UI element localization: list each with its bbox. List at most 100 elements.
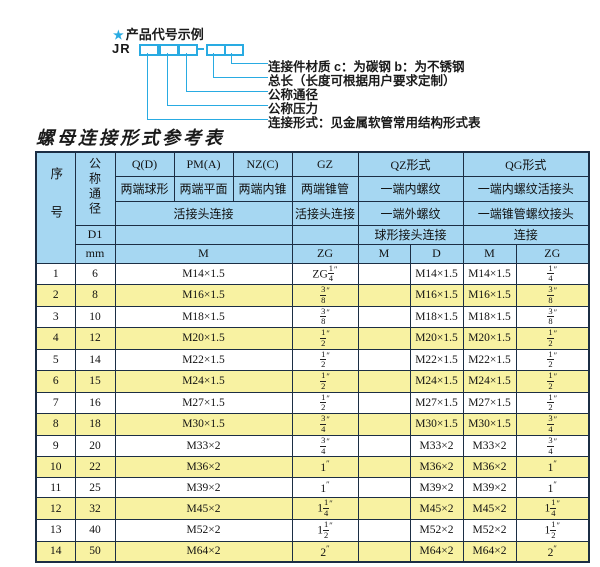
table-row: 12 32 M45×2 1 1 4 ″ M45×2 M45×2 1 1 4 ″: [35, 497, 590, 520]
header-gz-desc: 两端锥管: [291, 175, 359, 202]
cell-qz-d: M18×1.5: [409, 305, 464, 329]
cell-gz-zg: 3 4 ″: [291, 434, 359, 458]
inch-mark: ″: [553, 392, 558, 403]
cell-qg-zg: 3 4 ″: [515, 434, 590, 458]
inch-mark: ″: [326, 349, 330, 360]
cell-qz-d: M16×1.5: [409, 284, 464, 307]
cell-qz-d: M24×1.5: [409, 370, 464, 393]
thread-size-prefix: 1: [547, 483, 554, 496]
cell-dn-mm: 18: [74, 413, 116, 436]
thread-size-prefix: 1: [317, 502, 323, 515]
inch-mark: ″: [326, 479, 330, 490]
cell-qz-m: [357, 519, 411, 542]
cell-seq: 10: [35, 456, 76, 478]
cell-qz-m: [357, 476, 411, 499]
product-code-example-label: 产品代号示例: [125, 27, 204, 42]
cell-seq: 13: [35, 519, 76, 542]
cell-gz-zg: 3 4 ″: [291, 413, 359, 436]
cell-qg-m: M36×2: [462, 456, 517, 478]
inch-mark: ″: [553, 542, 557, 553]
header-qg-desc1: 一端内螺纹活接头: [462, 175, 590, 202]
cell-qz-m: [357, 262, 411, 286]
header-m-main: M: [114, 243, 293, 264]
cell-qz-m: [357, 540, 411, 563]
header-d1-blank-left: [114, 224, 293, 245]
table-row: 9 20 M33×2 3 4 ″ M33×2 M33×2 3 4 ″: [35, 434, 590, 458]
header-col-gz: GZ: [291, 151, 359, 177]
connector-line-pressure: [167, 53, 268, 106]
cell-dn-mm: 25: [74, 476, 116, 499]
cell-dn-mm: 16: [74, 391, 116, 415]
cell-qg-zg: 1 4 ″: [515, 262, 590, 286]
cell-qz-m: [357, 370, 411, 393]
cell-qg-zg: 1 1 2 ″: [515, 519, 590, 542]
cell-gz-zg: 1 1 2 ″: [291, 519, 359, 542]
nut-connection-table: 序号 公称通径 Q(D) PM(A) NZ(C) GZ QZ形式 QG形式 两端…: [35, 151, 590, 564]
header-qz-desc2: 一端外螺纹: [357, 200, 464, 226]
inch-mark: ″: [326, 371, 330, 382]
code-dash: [197, 48, 204, 50]
cell-thread-m: M45×2: [114, 497, 293, 520]
inch-mark: ″: [553, 414, 558, 425]
table-row: 7 16 M27×1.5 1 2 ″ M27×1.5 M27×1.5 1 2 ″: [35, 391, 590, 415]
cell-qz-d: M45×2: [409, 497, 464, 520]
cell-dn-mm: 50: [74, 540, 116, 563]
header-col-qg: QG形式: [462, 151, 590, 177]
connector-line-conn-form: [147, 53, 268, 120]
cell-qz-m: [357, 284, 411, 307]
cell-qz-d: M27×1.5: [409, 391, 464, 415]
cell-thread-m: M20×1.5: [114, 327, 293, 350]
table-title: 螺母连接形式参考表: [36, 128, 225, 148]
cell-qg-zg: 1 1 4 ″: [515, 497, 590, 520]
cell-qz-m: [357, 413, 411, 436]
table-row: 1 6 M14×1.5 ZG 1 4 ″ M14×1.5 M14×1.5 1 4 ″: [35, 262, 590, 286]
cell-qg-m: M30×1.5: [462, 413, 517, 436]
inch-mark: ″: [553, 458, 557, 469]
inch-mark: ″: [556, 520, 561, 531]
cell-thread-m: M64×2: [114, 540, 293, 563]
header-col-pm: PM(A): [173, 151, 234, 177]
cell-qg-zg: 3 4 ″: [515, 413, 590, 436]
cell-qz-m: [357, 305, 411, 329]
cell-gz-zg: 1″: [291, 456, 359, 478]
cell-qg-m: M45×2: [462, 497, 517, 520]
code-box-5: [224, 44, 244, 56]
header-nz-desc: 两端内锥: [232, 175, 293, 202]
cell-thread-m: M24×1.5: [114, 370, 293, 393]
inch-mark: ″: [553, 479, 557, 490]
header-qg-desc2: 一端锥管螺纹接头: [462, 200, 590, 226]
header-col-qz: QZ形式: [357, 151, 464, 177]
cell-qg-m: M16×1.5: [462, 284, 517, 307]
star-icon: ★: [113, 28, 124, 42]
cell-qz-m: [357, 456, 411, 478]
header-qz-d: D: [409, 243, 464, 264]
cell-gz-zg: 3 8 ″: [291, 305, 359, 329]
cell-qg-zg: 1″: [515, 456, 590, 478]
cell-seq: 11: [35, 476, 76, 499]
cell-seq: 12: [35, 497, 76, 520]
cell-qz-m: [357, 348, 411, 372]
cell-dn-mm: 22: [74, 456, 116, 478]
cell-seq: 6: [35, 370, 76, 393]
inch-mark: ″: [329, 520, 333, 531]
table-row: 2 8 M16×1.5 3 8 ″ M16×1.5 M16×1.5 3 8 ″: [35, 284, 590, 307]
table-row: 10 22 M36×2 1″ M36×2 M36×2 1″: [35, 456, 590, 478]
inch-mark: ″: [334, 263, 338, 274]
thread-size-prefix: 1: [320, 483, 327, 496]
cell-qz-m: [357, 497, 411, 520]
cell-thread-m: M14×1.5: [114, 262, 293, 286]
cell-qg-m: M33×2: [462, 434, 517, 458]
cell-qz-d: M33×2: [409, 434, 464, 458]
inch-mark: ″: [326, 328, 330, 339]
inch-mark: ″: [329, 498, 333, 509]
